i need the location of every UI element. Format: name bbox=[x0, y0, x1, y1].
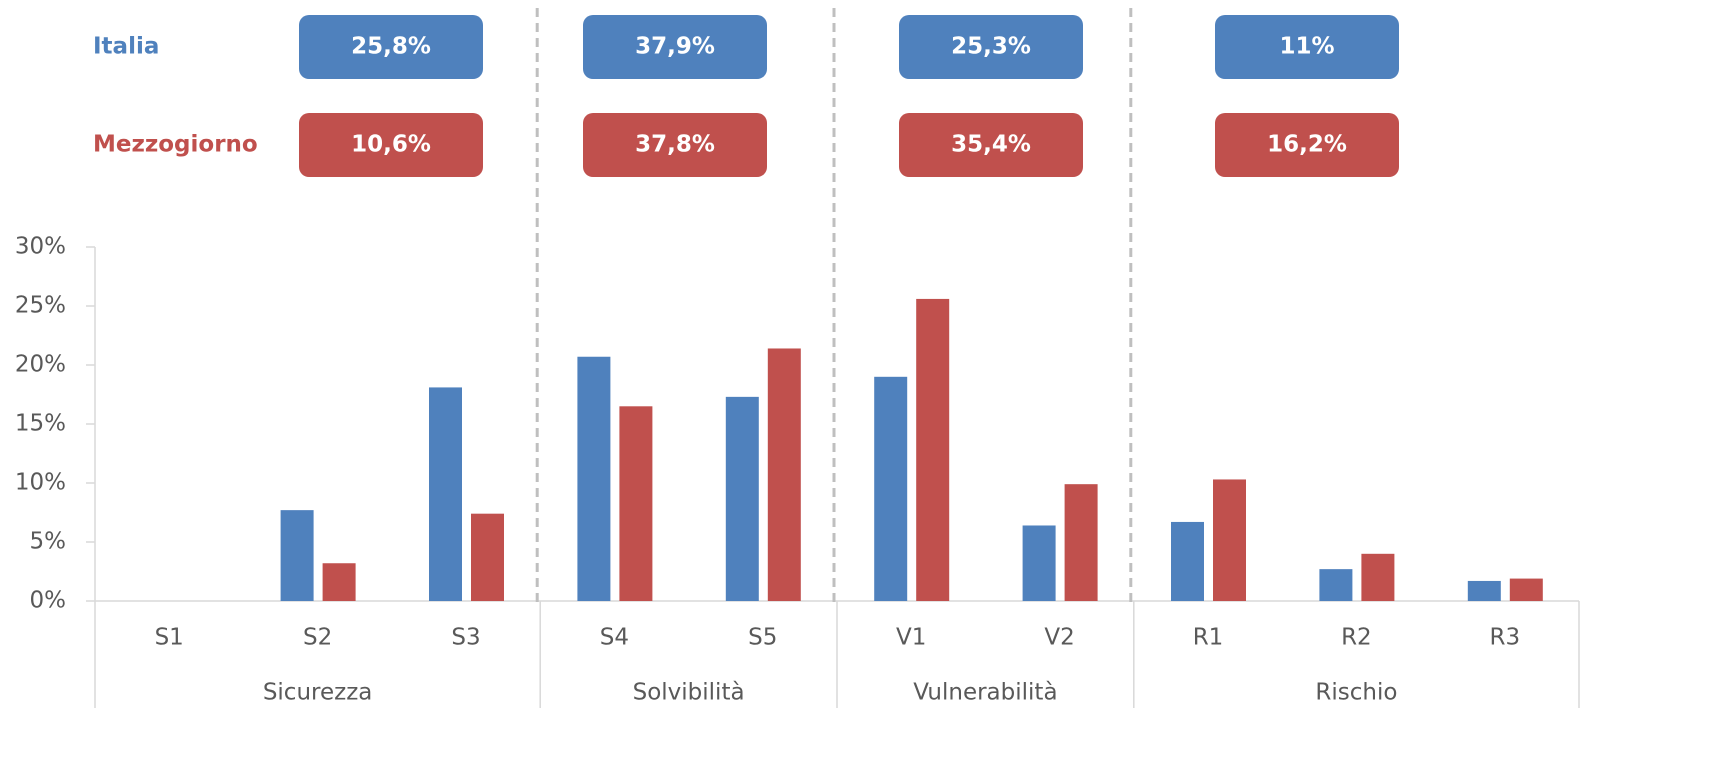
bar bbox=[1213, 479, 1246, 601]
y-tick-label: 20% bbox=[15, 352, 66, 378]
group-label: Rischio bbox=[1315, 680, 1397, 706]
bar bbox=[1361, 553, 1395, 601]
y-tick-label: 0% bbox=[30, 588, 67, 614]
group-label: Solvibilità bbox=[633, 680, 745, 706]
y-tick-label: 30% bbox=[15, 234, 66, 260]
x-tick-label: V2 bbox=[1044, 625, 1074, 651]
bar bbox=[1064, 484, 1098, 601]
x-tick-label: V1 bbox=[896, 625, 926, 651]
bar bbox=[1319, 569, 1353, 601]
bar bbox=[725, 396, 759, 601]
bar bbox=[767, 348, 801, 601]
bar bbox=[577, 356, 611, 601]
summary-label: 10,6% bbox=[351, 132, 431, 158]
summary-label: 37,8% bbox=[635, 132, 715, 158]
summary-box bbox=[899, 15, 1083, 79]
summary-label: 25,3% bbox=[951, 34, 1031, 60]
summary-box bbox=[899, 113, 1083, 177]
summary-box bbox=[583, 113, 767, 177]
bar bbox=[916, 298, 950, 601]
y-tick-label: 5% bbox=[30, 529, 67, 555]
bar bbox=[1509, 578, 1543, 601]
y-tick-label: 15% bbox=[15, 411, 66, 437]
x-tick-label: R1 bbox=[1193, 625, 1224, 651]
summary-label: 25,8% bbox=[351, 34, 431, 60]
group-label: Vulnerabilità bbox=[913, 680, 1057, 706]
group-label: Sicurezza bbox=[263, 680, 373, 706]
x-tick-label: R3 bbox=[1489, 625, 1520, 651]
x-tick-label: S5 bbox=[748, 625, 777, 651]
x-tick-label: R2 bbox=[1341, 625, 1372, 651]
legend-label: Mezzogiorno bbox=[93, 132, 258, 158]
bar bbox=[874, 376, 908, 601]
summary-box bbox=[1215, 15, 1399, 79]
bar bbox=[1171, 521, 1204, 601]
bar bbox=[322, 563, 356, 601]
y-tick-label: 10% bbox=[15, 470, 66, 496]
x-tick-label: S1 bbox=[155, 625, 184, 651]
summary-box bbox=[299, 15, 483, 79]
summary-label: 16,2% bbox=[1267, 132, 1347, 158]
x-tick-label: S4 bbox=[600, 625, 629, 651]
x-tick-label: S2 bbox=[303, 625, 332, 651]
bar bbox=[1022, 525, 1056, 601]
summary-label: 37,9% bbox=[635, 34, 715, 60]
bar bbox=[619, 406, 653, 601]
summary-label: 35,4% bbox=[951, 132, 1031, 158]
summary-box bbox=[583, 15, 767, 79]
legend-label: Italia bbox=[93, 34, 159, 60]
bar bbox=[429, 387, 462, 601]
summary-box bbox=[299, 113, 483, 177]
bar bbox=[280, 510, 314, 601]
summary-box bbox=[1215, 113, 1399, 177]
bar bbox=[471, 513, 504, 601]
summary-label: 11% bbox=[1279, 34, 1334, 60]
y-tick-label: 25% bbox=[15, 293, 66, 319]
x-tick-label: S3 bbox=[451, 625, 480, 651]
bar bbox=[1467, 580, 1501, 601]
